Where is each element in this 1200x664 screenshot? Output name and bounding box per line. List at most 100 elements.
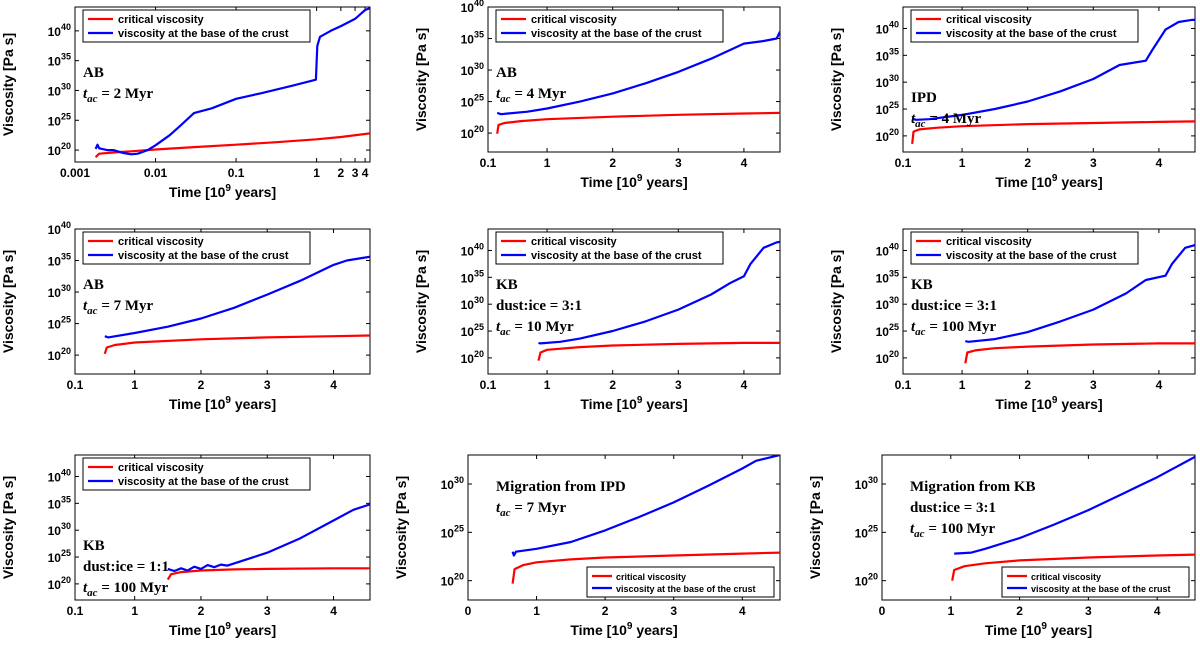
y-tick-label: 1025 [441,523,464,540]
critical-viscosity-line [511,551,780,584]
y-tick-base: 10 [855,575,869,589]
legend-box [495,9,724,43]
y-tick-exponent: 40 [61,467,71,477]
x-axis-label: Time [109 years] [580,395,687,412]
tac-subscript: ac [500,326,511,338]
y-axis-label: Viscosity [Pa s] [0,476,16,579]
y-tick-label: 1025 [876,100,899,117]
critical-viscosity-line [911,120,1195,145]
x-label-suffix: years] [231,622,276,638]
legend-base-label: viscosity at the base of the crust [531,250,702,262]
x-tick-label: 0.1 [895,378,912,392]
x-tick-label: 1 [544,378,551,392]
y-axis-label: Viscosity [Pa s] [0,33,16,136]
y-tick-exponent: 20 [61,346,71,356]
series-group [94,7,370,158]
legend: critical viscosity viscosity at the base … [910,9,1139,43]
y-tick-label: 1025 [48,548,71,565]
y-tick-label: 1025 [48,111,71,128]
x-label-prefix: Time [10 [995,174,1052,190]
y-tick-label: 1020 [461,349,484,366]
y-tick-base: 10 [461,127,475,141]
y-tick-base: 10 [876,22,890,36]
y-tick-exponent: 25 [868,523,878,533]
y-tick-label: 1025 [461,93,484,110]
y-tick-base: 10 [48,470,62,484]
x-label-exponent: 9 [225,183,231,194]
tac-symbol: t [911,111,916,127]
x-tick-label: 0.1 [67,378,84,392]
y-tick-exponent: 35 [61,52,71,62]
panel-annotation: Migration from IPD [496,479,626,495]
y-tick-label: 1040 [876,241,899,258]
y-tick-exponent: 40 [889,19,899,29]
x-label-prefix: Time [10 [169,622,226,638]
y-tick-exponent: 25 [61,315,71,325]
base-crust-viscosity-line [538,240,780,345]
base-crust-viscosity-line [496,31,780,116]
y-tick-label: 1035 [48,494,71,511]
tac-value: = 7 Myr [98,298,154,314]
series-group [103,255,370,355]
x-label-exponent: 9 [225,621,231,632]
legend-box [82,231,311,265]
x-tick-label: 4 [1154,604,1161,618]
y-tick-label: 1025 [876,322,899,339]
y-tick-exponent: 30 [868,475,878,485]
y-tick-base: 10 [48,25,62,39]
x-label-exponent: 9 [627,621,633,632]
panel-1: 0.001 0.01 0.1 1 2 3 410201025103010351040Visc… [0,6,371,200]
series-group [537,240,780,361]
critical-viscosity-line [964,342,1195,364]
x-label-prefix: Time [10 [995,396,1052,412]
y-tick-base: 10 [48,286,62,300]
y-tick-exponent: 20 [889,127,899,137]
y-tick-base: 10 [48,223,62,237]
y-tick-exponent: 20 [868,572,878,582]
y-tick-base: 10 [876,271,890,285]
x-tick-label: 4 [741,156,748,170]
y-tick-label: 1035 [461,30,484,47]
x-tick-label: 1 [544,156,551,170]
legend-critical-label: critical viscosity [531,236,617,248]
x-axis-label: Time [109 years] [995,173,1102,190]
x-tick-label: 4 [330,378,337,392]
y-axis-label: Viscosity [Pa s] [807,476,823,579]
y-tick-base: 10 [461,298,475,312]
tac-value: = 4 Myr [511,86,567,102]
tac-symbol: t [496,500,501,516]
series-group [951,455,1195,581]
axes-box [902,6,1196,153]
critical-viscosity-line [166,567,370,581]
tac-value: = 10 Myr [511,319,574,335]
panel-annotation: IPD [911,90,937,106]
panel-annotation: tac = 2 Myr [83,86,154,105]
tac-value: = 100 Myr [925,521,996,537]
x-tick-label: 1 [533,604,540,618]
tac-subscript: ac [87,93,98,105]
y-tick-base: 10 [48,84,62,98]
legend: critical viscosity viscosity at the base … [1001,566,1190,598]
panel-annotation: KB [83,538,105,554]
y-tick-exponent: 25 [61,548,71,558]
y-tick-exponent: 25 [889,322,899,332]
legend-base-label: viscosity at the base of the crust [118,250,289,262]
y-tick-base: 10 [876,244,890,258]
legend-base-label: viscosity at the base of the crust [118,28,289,40]
legend-base-label: viscosity at the base of the crust [616,584,756,594]
legend-box [82,9,311,43]
tac-subscript: ac [87,587,98,599]
y-tick-label: 1030 [461,295,484,312]
tac-symbol: t [910,521,915,537]
x-tick-label: 1 [131,604,138,618]
panel-annotation: tac = 4 Myr [496,86,567,105]
x-label-prefix: Time [10 [580,174,637,190]
y-tick-label: 1035 [48,52,71,69]
tac-symbol: t [496,86,501,102]
panel-annotation: dust:ice = 3:1 [496,298,582,314]
x-label-prefix: Time [10 [570,622,627,638]
